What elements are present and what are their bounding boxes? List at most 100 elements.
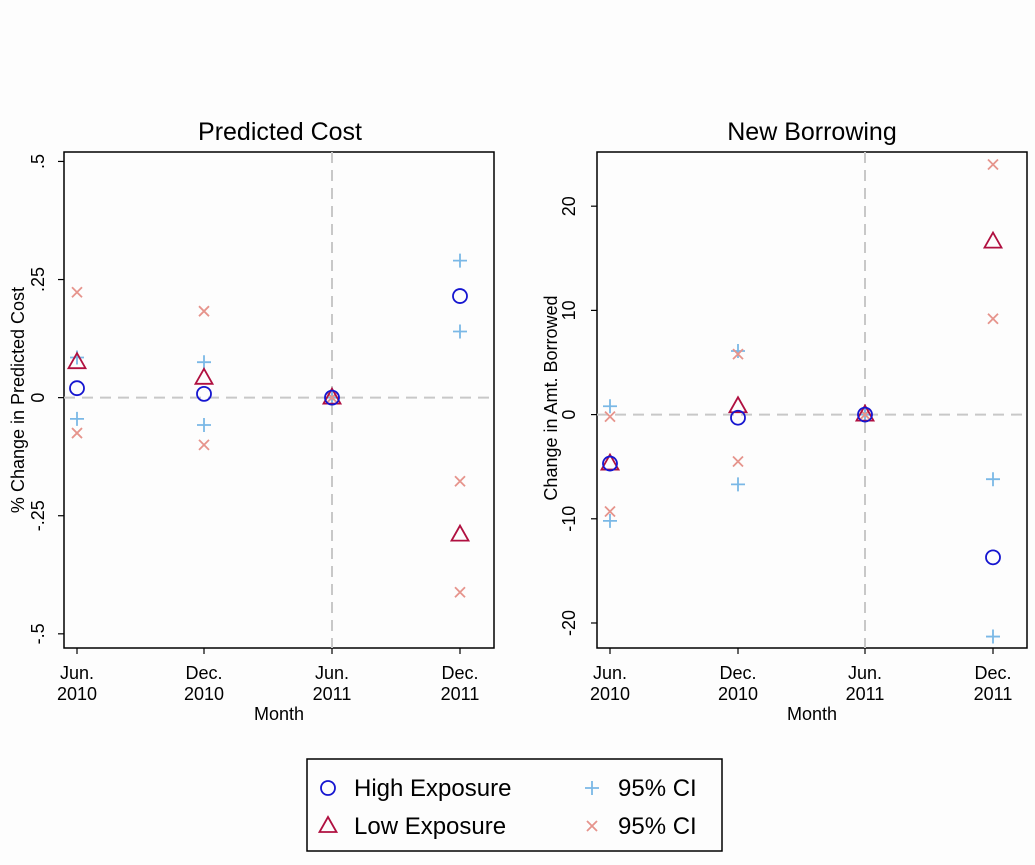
x-tick-label: Dec. bbox=[441, 663, 478, 683]
ci-plus-point bbox=[603, 399, 617, 414]
y-axis-ticks: 20 10 0 -10 -20 bbox=[559, 196, 597, 636]
ci-x-point bbox=[454, 586, 466, 598]
x-tick-label: 2010 bbox=[590, 684, 630, 704]
y-tick-label: .5 bbox=[28, 154, 48, 169]
legend-item: High Exposure bbox=[320, 775, 511, 802]
high-exposure-point bbox=[324, 389, 340, 406]
ci-plus-point bbox=[453, 253, 467, 268]
y-tick-label: -20 bbox=[559, 610, 579, 636]
legend-item: 95% CI bbox=[585, 775, 697, 802]
legend-label: 95% CI bbox=[618, 775, 697, 802]
x-tick-label: Jun. bbox=[848, 663, 882, 683]
ci-plus-point bbox=[731, 477, 745, 492]
legend-x-icon bbox=[586, 820, 598, 832]
high-exposure-point bbox=[857, 406, 873, 423]
x-axis-title: Month bbox=[787, 704, 837, 724]
legend-plus-icon bbox=[585, 781, 599, 795]
ci-x-point bbox=[198, 305, 210, 317]
x-axis-title: Month bbox=[254, 704, 304, 724]
ci-x-point bbox=[604, 411, 616, 423]
y-tick-label: 0 bbox=[559, 410, 579, 420]
low-exposure-point bbox=[727, 395, 749, 414]
x-tick-label: Dec. bbox=[974, 663, 1011, 683]
ci-x-point bbox=[732, 348, 744, 360]
legend-item: 95% CI bbox=[586, 813, 697, 840]
y-tick-label: 0 bbox=[28, 393, 48, 403]
reference-lines bbox=[597, 152, 1027, 648]
ci-x-point bbox=[732, 455, 744, 468]
ci-x-point bbox=[71, 427, 83, 439]
y-tick-label: -.5 bbox=[28, 623, 48, 644]
x-tick-label: Dec. bbox=[719, 663, 756, 683]
x-tick-label: 2010 bbox=[718, 684, 758, 704]
ci-plus-point bbox=[986, 472, 1000, 487]
x-tick-label: Jun. bbox=[60, 663, 94, 683]
x-tick-label: Jun. bbox=[593, 663, 627, 683]
low-exposure-point bbox=[66, 351, 88, 370]
y-tick-label: -10 bbox=[559, 506, 579, 532]
y-tick-label: 20 bbox=[559, 196, 579, 216]
legend-label: High Exposure bbox=[354, 775, 511, 802]
low-exposure-point bbox=[193, 366, 215, 385]
high-exposure-point bbox=[602, 455, 618, 472]
ci-plus-point bbox=[986, 629, 1000, 644]
ci-plus-point bbox=[197, 418, 211, 433]
x-tick-label: Jun. bbox=[315, 663, 349, 683]
x-tick-label: 2011 bbox=[441, 684, 480, 704]
high-exposure-point bbox=[730, 409, 746, 426]
ci-x-point bbox=[987, 158, 999, 171]
legend: High Exposure 95% CI Low Exposure 95% CI bbox=[306, 758, 723, 852]
legend-triangle-icon bbox=[317, 815, 339, 833]
x-tick-label: 2011 bbox=[313, 684, 352, 704]
y-tick-label: -.25 bbox=[28, 500, 48, 531]
y-tick-label: .25 bbox=[28, 267, 48, 292]
low-exposure-point bbox=[599, 452, 621, 471]
chart-title: New Borrowing bbox=[727, 118, 897, 146]
x-tick-label: 2010 bbox=[57, 684, 97, 704]
ci-x-point bbox=[71, 286, 83, 298]
legend-label: 95% CI bbox=[618, 813, 697, 840]
high-exposure-point bbox=[985, 549, 1001, 566]
y-axis-title: % Change in Predicted Cost bbox=[8, 287, 28, 513]
ci-x-point bbox=[604, 505, 616, 518]
ci-plus-point bbox=[731, 344, 745, 359]
ci-plus-point bbox=[70, 411, 84, 426]
y-axis-title: Change in Amt. Borrowed bbox=[541, 295, 561, 500]
ci-plus-point bbox=[603, 513, 617, 528]
low-exposure-point bbox=[854, 403, 876, 422]
y-axis-ticks: .5 .25 0 -.25 -.5 bbox=[28, 154, 64, 644]
chart-title: Predicted Cost bbox=[198, 118, 362, 146]
legend-label: Low Exposure bbox=[354, 813, 506, 840]
x-tick-label: 2010 bbox=[184, 684, 224, 704]
y-tick-label: 10 bbox=[559, 300, 579, 320]
ci-x-point bbox=[454, 475, 466, 487]
ci-plus-point bbox=[453, 324, 467, 339]
data-markers bbox=[66, 253, 471, 598]
high-exposure-point bbox=[196, 385, 212, 402]
legend-circle-icon bbox=[320, 780, 336, 796]
x-tick-label: 2011 bbox=[846, 684, 885, 704]
low-exposure-point bbox=[321, 386, 343, 405]
high-exposure-point bbox=[452, 288, 468, 304]
plot-frame bbox=[596, 151, 1028, 649]
legend-items: High Exposure 95% CI Low Exposure 95% CI bbox=[317, 775, 697, 840]
ci-x-point bbox=[987, 313, 999, 325]
ci-plus-point bbox=[197, 355, 211, 370]
legend-item: Low Exposure bbox=[317, 813, 506, 840]
reference-lines bbox=[64, 152, 494, 648]
low-exposure-point bbox=[982, 230, 1004, 249]
high-exposure-point bbox=[69, 380, 85, 397]
panel-predicted-cost: Predicted Cost .5.250-.25-.5 Jun.2010Dec… bbox=[8, 118, 495, 724]
ci-x-point bbox=[198, 439, 210, 451]
low-exposure-point bbox=[449, 523, 471, 542]
x-tick-label: 2011 bbox=[974, 684, 1013, 704]
legend-box bbox=[306, 758, 723, 852]
plot-frame bbox=[63, 151, 495, 649]
x-tick-label: Dec. bbox=[185, 663, 222, 683]
data-markers bbox=[599, 158, 1004, 644]
